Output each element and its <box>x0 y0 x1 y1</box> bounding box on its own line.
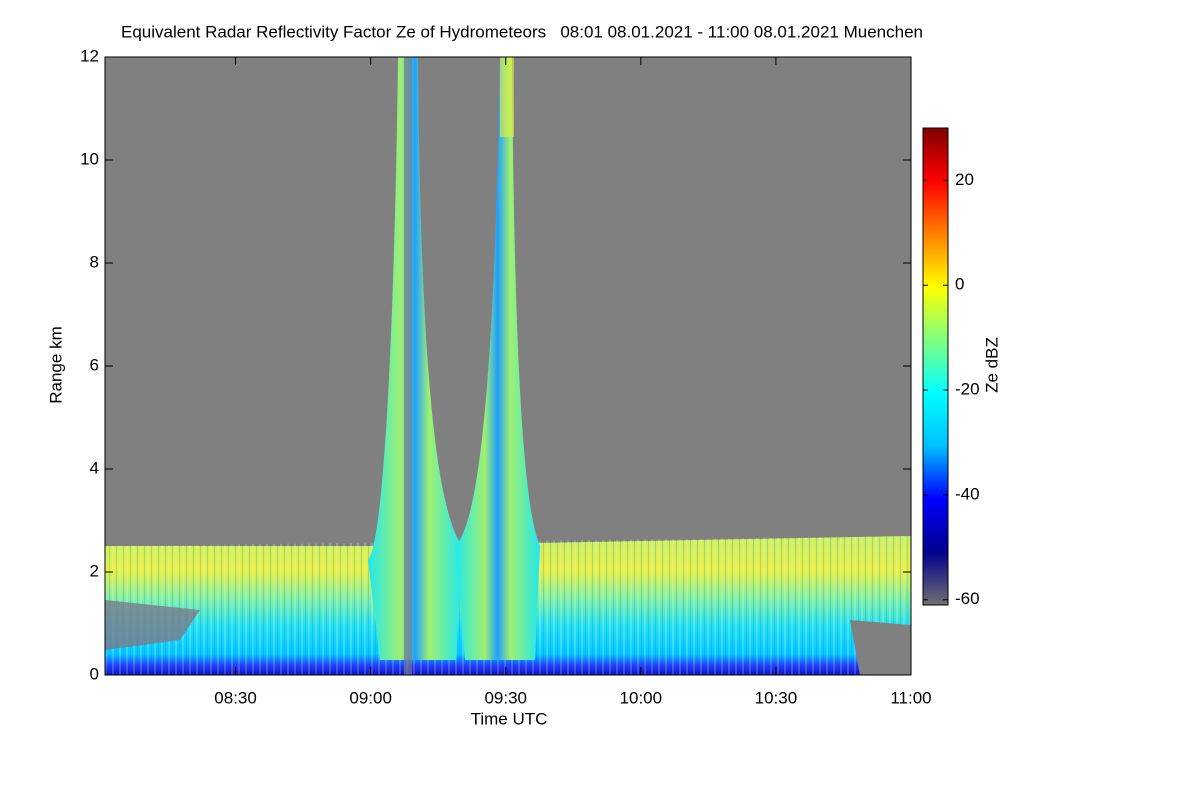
colorbar <box>922 127 949 606</box>
chart-title: Equivalent Radar Reflectivity Factor Ze … <box>121 22 923 41</box>
gap <box>105 600 200 650</box>
y-tick-label: 10 <box>80 149 99 168</box>
y-tick-label: 0 <box>90 664 99 683</box>
fall-streak <box>500 57 514 137</box>
colorbar-tick-label: 20 <box>955 170 974 189</box>
precip-spike <box>455 57 540 660</box>
colorbar-label: Ze dBZ <box>982 337 1001 393</box>
gap <box>850 620 911 675</box>
x-tick-label: 09:30 <box>484 688 527 707</box>
x-tick-label: 08:30 <box>214 688 257 707</box>
y-tick-label: 12 <box>80 46 99 65</box>
x-axis-label: Time UTC <box>471 709 548 728</box>
plot-area <box>104 56 912 676</box>
x-tick-label: 10:00 <box>620 688 663 707</box>
precip-spike <box>368 57 462 660</box>
y-tick-label: 4 <box>90 458 99 477</box>
x-tick-label: 11:00 <box>890 688 931 707</box>
y-axis-label: Range km <box>46 326 65 403</box>
colorbar-tick-label: 0 <box>955 275 964 294</box>
colorbar-tick-label: -60 <box>955 589 980 608</box>
y-tick-label: 8 <box>90 252 99 271</box>
colorbar-tick-label: -40 <box>955 484 980 503</box>
y-tick-label: 6 <box>90 355 99 374</box>
x-tick-label: 10:30 <box>755 688 798 707</box>
x-tick-label: 09:00 <box>349 688 392 707</box>
colorbar-tick-label: -20 <box>955 380 980 399</box>
y-tick-label: 2 <box>90 561 99 580</box>
fall-streak <box>404 57 412 675</box>
